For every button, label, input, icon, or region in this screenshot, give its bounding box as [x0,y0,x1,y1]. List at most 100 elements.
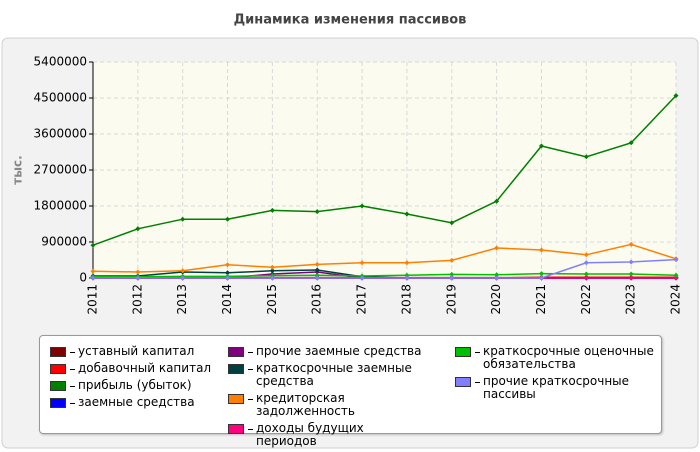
y-tick-label: 1800000 [34,199,87,213]
legend-dash [475,352,480,353]
point [628,271,634,277]
legend-swatch [228,364,244,374]
x-tick-label: 2024 [669,284,683,315]
point [583,260,589,266]
legend-column: прочие заемные средства краткосрочные зае… [228,345,428,452]
point [494,275,500,281]
point [538,271,544,277]
legend-label: добавочный капитал [78,361,212,375]
point [135,269,141,275]
legend-swatch [50,398,66,408]
point [538,143,544,149]
point [225,270,231,276]
legend-dash [248,399,253,400]
point [314,209,320,215]
point [269,264,275,270]
x-tick-label: 2013 [175,284,189,315]
point [180,216,186,222]
legend-label: заемные средства [78,395,195,409]
point [135,275,141,281]
x-tick-label: 2015 [265,284,279,315]
point [673,257,679,263]
legend-label: прибыль (убыток) [78,378,192,392]
point [225,262,231,268]
y-axis-label: тыс. [11,155,25,184]
series-line [93,258,677,279]
point [225,216,231,222]
y-tick-label: 0 [79,271,87,285]
legend-swatch [50,364,66,374]
x-tick-label: 2020 [489,284,503,315]
legend-column: уставный капитал добавочный капитал прибыл… [50,345,225,413]
series-line [92,243,677,273]
point [359,260,365,266]
point [180,268,186,274]
legend-dash [475,382,480,383]
point [494,272,500,278]
x-tick-label: 2019 [444,284,458,315]
legend-item: прочие заемные средства [228,345,428,358]
point [359,203,365,209]
y-tick-label: 900000 [41,235,87,249]
point [135,226,141,232]
legend-label: краткосрочные заемные средства [256,361,412,388]
point [673,93,679,99]
x-tick-label: 2011 [86,284,100,315]
chart-title: Динамика изменения пассивов [234,13,467,28]
legend-dash [248,352,253,353]
point [314,267,320,273]
legend-item: прибыль (убыток) [50,379,225,392]
point [628,275,634,281]
legend-swatch [50,347,66,357]
legend-swatch [455,377,471,387]
point [673,275,679,281]
legend-label: уставный капитал [78,344,195,358]
point [269,207,275,213]
legend-label: прочие краткосрочные пассивы [483,374,630,401]
point [269,268,275,274]
point [359,275,365,281]
legend-dash [248,369,253,370]
point [449,220,455,226]
legend-dash [248,429,253,430]
point [494,245,500,251]
legend-item: краткосрочные заемные средства [228,362,428,388]
y-tick-label: 4500000 [34,91,87,105]
legend-swatch [228,394,244,404]
point [269,275,275,281]
legend: уставный капитал добавочный капитал прибыл… [39,335,662,448]
point [404,211,410,217]
point [404,260,410,266]
point [90,242,96,248]
point [583,252,589,258]
legend-dash [70,352,75,353]
legend-swatch [455,347,471,357]
x-tick-label: 2017 [355,284,369,315]
point [628,259,634,265]
point [449,271,455,277]
point [314,275,320,281]
point [538,247,544,253]
y-tick-label: 5400000 [34,55,87,69]
point [90,268,96,274]
legend-swatch [228,424,244,434]
point [314,272,320,278]
legend-swatch [228,347,244,357]
legend-item: кредиторская задолженность [228,392,428,418]
point [180,275,186,281]
point [628,241,634,247]
legend-swatch [50,381,66,391]
point [314,261,320,267]
point [449,275,455,281]
x-tick-label: 2014 [220,284,234,315]
x-tick-label: 2023 [624,284,638,315]
legend-label: прочие заемные средства [256,344,422,358]
point [225,275,231,281]
x-tick-label: 2021 [534,284,548,315]
point [494,198,500,204]
point [449,257,455,263]
x-tick-label: 2018 [399,284,413,315]
legend-label: кредиторская задолженность [256,391,355,418]
point [404,272,410,278]
